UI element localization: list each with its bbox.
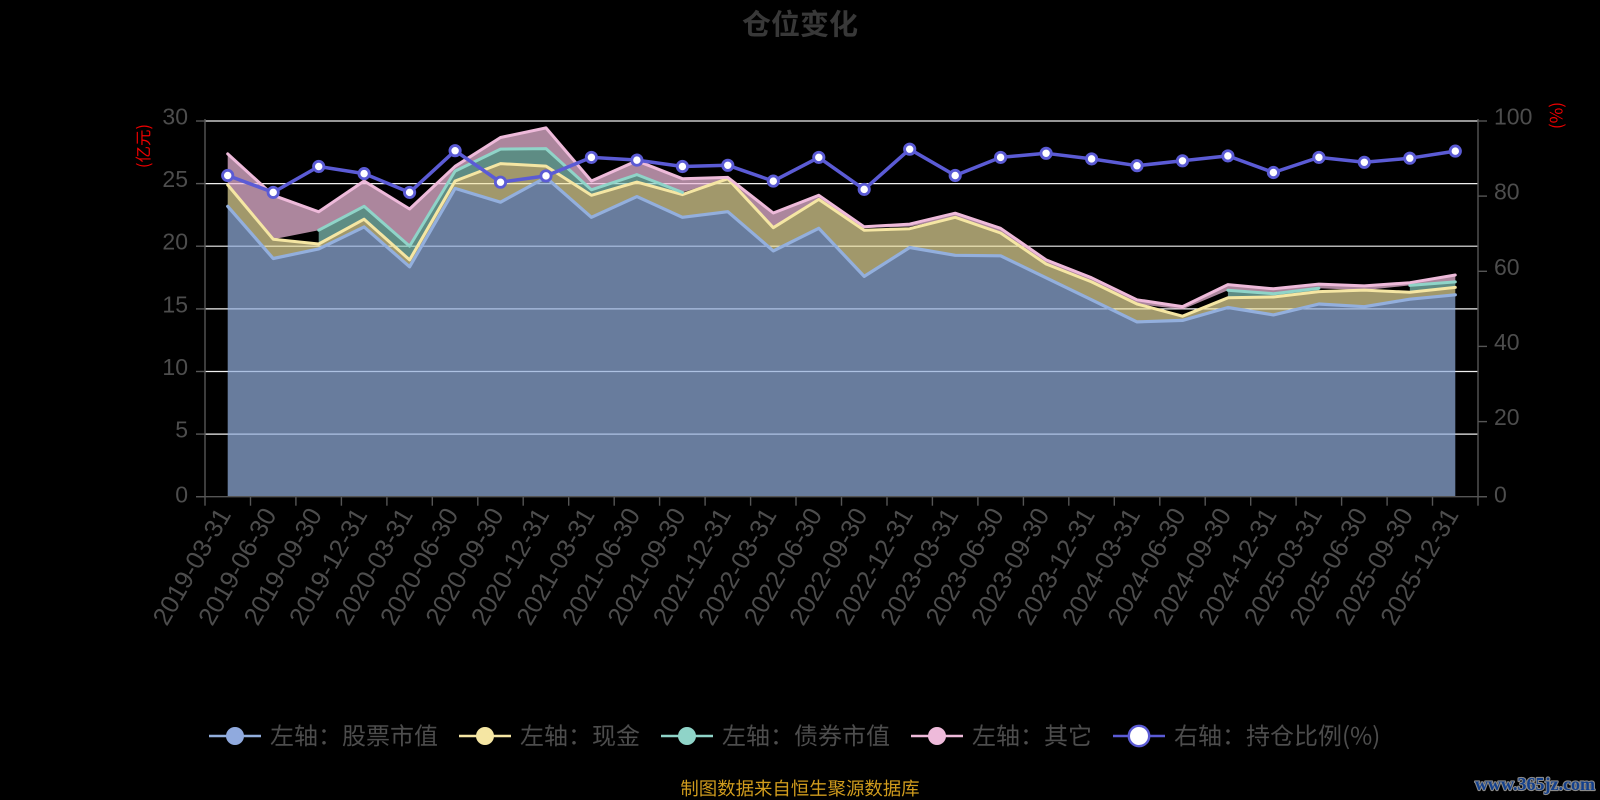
svg-text:0: 0	[1494, 482, 1507, 508]
svg-text:20: 20	[1494, 404, 1520, 430]
svg-text:30: 30	[162, 104, 188, 130]
svg-text:80: 80	[1494, 179, 1520, 205]
svg-text:5: 5	[175, 417, 188, 443]
svg-text:0: 0	[175, 482, 188, 508]
svg-text:20: 20	[162, 229, 188, 255]
svg-text:15: 15	[162, 291, 188, 317]
svg-text:100: 100	[1494, 104, 1532, 130]
svg-text:60: 60	[1494, 254, 1520, 280]
svg-text:25: 25	[162, 166, 188, 192]
svg-text:www.365jz.com: www.365jz.com	[1475, 774, 1595, 794]
svg-text:10: 10	[162, 354, 188, 380]
svg-text:40: 40	[1494, 329, 1520, 355]
